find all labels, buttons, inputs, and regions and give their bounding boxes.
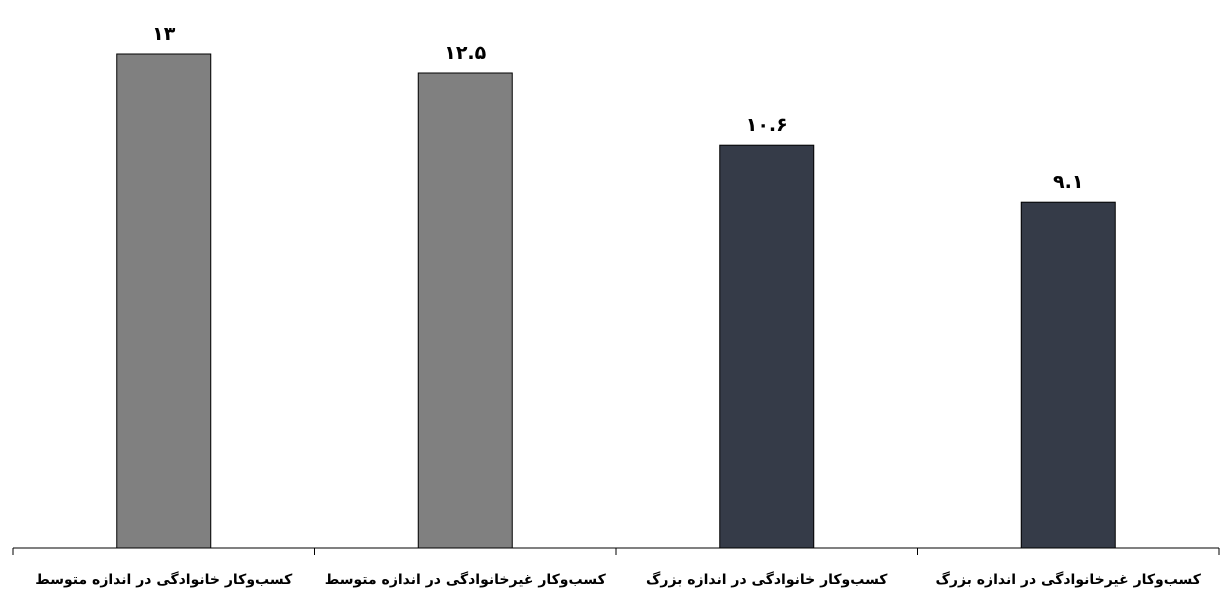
category-labels-layer: کسب‌وکار خانوادگی در اندازه متوسط کسب‌وکا… [35, 571, 1202, 588]
bar-1 [116, 53, 212, 549]
value-label-3: ۱۰.۶ [746, 114, 788, 136]
value-label-4: ۹.۱ [1053, 171, 1083, 193]
x-axis [12, 547, 1220, 555]
bar-3 [719, 144, 815, 549]
value-label-2: ۱۲.۵ [444, 42, 486, 64]
value-label-1: ۱۳ [152, 23, 176, 45]
bars-layer [116, 53, 1116, 549]
bar-4 [1020, 201, 1116, 549]
category-label-4: کسب‌وکار غیرخانوادگی در اندازه بزرگ [936, 571, 1202, 588]
value-labels-layer: ۱۳ ۱۲.۵ ۱۰.۶ ۹.۱ [152, 23, 1083, 193]
category-label-1: کسب‌وکار خانوادگی در اندازه متوسط [35, 571, 293, 588]
category-label-2: کسب‌وکار غیرخانوادگی در اندازه متوسط [325, 571, 607, 588]
bar-2 [417, 72, 513, 549]
category-label-3: کسب‌وکار خانوادگی در اندازه بزرگ [646, 571, 888, 588]
